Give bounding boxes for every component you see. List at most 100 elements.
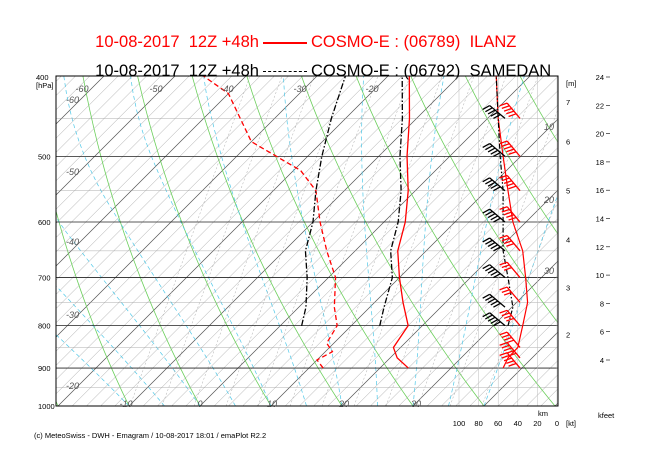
wind-barb-feather: [482, 104, 490, 111]
wind-barb: [506, 69, 520, 77]
isotherm-left-label: -30: [66, 310, 79, 320]
legend-swatch-solid: [262, 41, 307, 44]
wind-barb: [499, 309, 521, 327]
wind-barb-feather: [482, 312, 490, 318]
isotherm-line: [285, 132, 558, 406]
wind-barb-feather: [493, 151, 501, 157]
height-tick-kfeet: 14: [596, 215, 604, 224]
isotherm-line: [412, 260, 558, 406]
wind-barb-feather: [491, 70, 498, 74]
wind-barb-feather: [501, 264, 510, 269]
wind-barb-feather: [501, 289, 510, 294]
wind-barb-feather: [503, 107, 512, 112]
height-tick-kfeet: 10: [596, 271, 604, 280]
wind-barb-feather: [503, 315, 512, 319]
wind-barb-feather: [503, 266, 512, 271]
moist-adiabat: [448, 76, 525, 406]
wind-barb-feather: [482, 177, 490, 183]
pressure-tick-label: 700: [38, 274, 51, 283]
sounding-series-0: [392, 76, 411, 369]
wind-barb-feather: [503, 211, 512, 216]
isotherm-line: [56, 76, 218, 238]
isotherm-label: -40: [220, 84, 233, 94]
moist-adiabat: [63, 76, 236, 406]
isotherm-line: [56, 76, 360, 380]
wind-barb-feather: [485, 107, 493, 113]
wind-barb-feather: [506, 69, 514, 72]
height-tick-kfeet: 12: [596, 243, 604, 252]
wind-barb-feather: [499, 206, 508, 210]
wind-barb-feather: [490, 270, 499, 276]
legend-date: 10-08-2017: [95, 33, 180, 51]
isotherm-left-label: -50: [66, 167, 79, 177]
temperature-tick-label: 30: [411, 399, 421, 409]
wind-barb-feather: [487, 181, 496, 187]
wind-speed-samedan: [495, 76, 514, 326]
temperature-tick-label: 20: [338, 399, 349, 409]
wind-tick-label: 20: [533, 419, 541, 428]
isotherm-line: [56, 76, 303, 324]
wind-barb-feather: [499, 174, 508, 179]
wind-barb-feather: [499, 352, 508, 356]
isotherm-line: [398, 246, 558, 406]
isotherm-label: -60: [75, 84, 88, 94]
mixing-ratio-line: [225, 76, 347, 406]
isotherm-line: [56, 76, 346, 366]
sounding-series-2: [379, 76, 404, 326]
wind-barb-feather: [506, 214, 515, 218]
isotherm-line: [256, 104, 558, 406]
height-tick-m: 4: [566, 236, 570, 245]
isotherm-line: [56, 76, 247, 267]
pressure-tick-label: 500: [38, 152, 51, 161]
wind-tick-label: 0: [555, 419, 559, 428]
mixing-ratio-line: [129, 76, 251, 406]
dry-adiabat: [56, 400, 59, 406]
wind-tick-label: 80: [474, 419, 482, 428]
wind-barb: [482, 208, 506, 223]
moist-adiabat: [203, 76, 307, 406]
wind-barb: [482, 312, 506, 327]
wind-barb-feather: [501, 354, 510, 359]
isotherm-line: [72, 76, 403, 406]
wind-barb-feather: [503, 336, 512, 341]
mixing-ratio-line: [161, 76, 283, 406]
legend-entry-ilanz: 10-08-2017 12Z +48h COSMO-E : (06789) ILA…: [86, 14, 516, 52]
wind-barb: [482, 264, 506, 279]
height-tick-m: 5: [566, 187, 570, 196]
wind-barb-feather: [508, 362, 517, 367]
dry-adiabat: [629, 76, 650, 406]
isotherm-line: [114, 76, 445, 406]
height-tick-kfeet: 24: [596, 73, 604, 82]
height-tick-kfeet: 20: [596, 130, 604, 139]
height-tick-kfeet: 16: [596, 186, 604, 195]
wind-barb: [482, 293, 506, 308]
wind-barb-feather: [485, 295, 493, 302]
temperature-tick-label: 0: [197, 399, 202, 409]
isotherm-label: -20: [365, 84, 378, 94]
wind-barb: [499, 234, 521, 252]
height-tick-m: 3: [566, 284, 570, 293]
isotherm-line: [0, 76, 19, 406]
wind-barb-feather: [490, 184, 499, 190]
height-tick-kfeet: 22: [596, 101, 604, 110]
wind-barb: [482, 142, 506, 157]
height-tick-m: 6: [566, 138, 570, 147]
isotherm-line: [56, 76, 133, 153]
wind-unit-label: [kt]: [566, 419, 576, 428]
mixing-ratio-line: [257, 76, 379, 406]
wind-barb-feather: [487, 316, 496, 322]
wind-barb-feather: [483, 63, 490, 67]
wind-tick-label: 40: [514, 419, 522, 428]
legend-run: 12Z +48h: [188, 33, 259, 51]
isotherm-line: [56, 76, 318, 338]
moist-adiabat: [56, 216, 201, 406]
moist-adiabat: [412, 76, 445, 406]
isotherm-line: [299, 147, 558, 406]
mixing-ratio-line: [353, 76, 475, 406]
isotherm-line: [100, 76, 431, 406]
pressure-tick-label: 900: [38, 364, 51, 373]
wind-barb-staff: [503, 76, 505, 77]
plot-frame: [55, 75, 559, 407]
dry-adiabat: [246, 76, 414, 406]
wind-barb-feather: [493, 113, 501, 120]
